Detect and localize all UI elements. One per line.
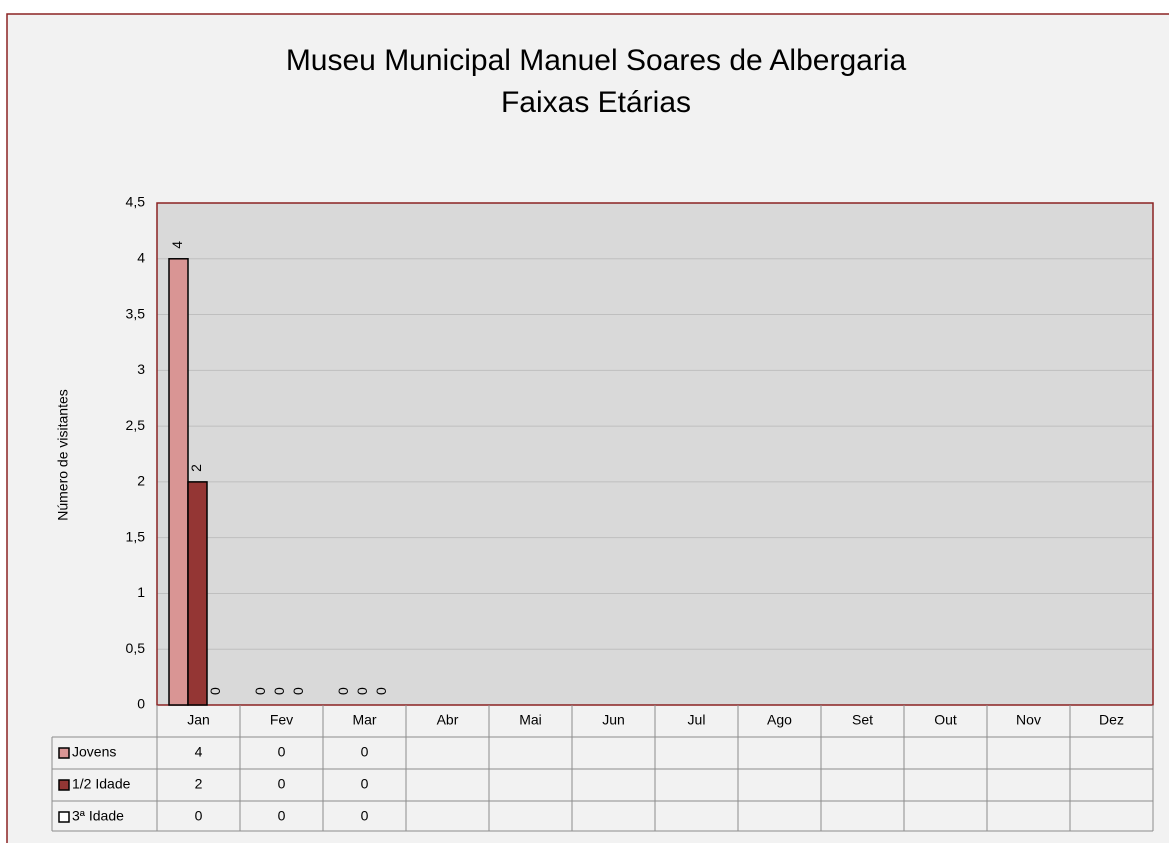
legend-key bbox=[58, 747, 70, 759]
data-label: 0 bbox=[373, 687, 389, 695]
data-label: 0 bbox=[354, 687, 370, 695]
legend-label: Jovens bbox=[72, 744, 116, 760]
table-value: 0 bbox=[278, 776, 286, 792]
y-tick-label: 0,5 bbox=[126, 640, 146, 656]
y-tick-label: 1 bbox=[137, 584, 145, 600]
x-tick-label: Out bbox=[934, 712, 957, 728]
y-tick-label: 3 bbox=[137, 361, 145, 377]
x-tick-label: Abr bbox=[437, 712, 459, 728]
x-tick-label: Mar bbox=[352, 712, 376, 728]
table-value: 0 bbox=[195, 808, 203, 824]
data-label: 0 bbox=[271, 687, 287, 695]
chart-title: Museu Municipal Manuel Soares de Alberga… bbox=[286, 44, 907, 77]
chart-subtitle: Faixas Etárias bbox=[501, 86, 691, 119]
data-label: 4 bbox=[169, 241, 185, 249]
y-tick-label: 1,5 bbox=[126, 528, 146, 544]
x-tick-label: Set bbox=[852, 712, 873, 728]
legend-key bbox=[58, 811, 70, 823]
y-tick-label: 4 bbox=[137, 249, 145, 265]
y-tick-label: 4,5 bbox=[126, 194, 146, 210]
data-label: 0 bbox=[335, 687, 351, 695]
legend-label: 1/2 Idade bbox=[72, 776, 131, 792]
bar bbox=[187, 481, 208, 706]
x-tick-label: Jun bbox=[602, 712, 625, 728]
y-axis-label: Número de visitantes bbox=[55, 389, 71, 521]
plot-area bbox=[157, 203, 1153, 705]
x-tick-label: Jan bbox=[187, 712, 210, 728]
data-label: 2 bbox=[188, 464, 204, 472]
table-value: 0 bbox=[361, 808, 369, 824]
legend-label: 3ª Idade bbox=[72, 808, 124, 824]
data-label: 0 bbox=[290, 687, 306, 695]
table-value: 2 bbox=[195, 776, 203, 792]
x-tick-label: Fev bbox=[270, 712, 293, 728]
x-tick-label: Ago bbox=[767, 712, 792, 728]
table-value: 0 bbox=[278, 808, 286, 824]
legend-key bbox=[58, 779, 70, 791]
x-tick-label: Mai bbox=[519, 712, 542, 728]
x-tick-label: Jul bbox=[688, 712, 706, 728]
table-value: 0 bbox=[361, 776, 369, 792]
y-tick-label: 0 bbox=[137, 696, 145, 712]
y-tick-label: 3,5 bbox=[126, 305, 146, 321]
y-tick-label: 2,5 bbox=[126, 417, 146, 433]
y-tick-label: 2 bbox=[137, 473, 145, 489]
data-label: 0 bbox=[252, 687, 268, 695]
table-value: 4 bbox=[195, 744, 203, 760]
bar bbox=[168, 258, 189, 706]
table-value: 0 bbox=[278, 744, 286, 760]
data-label: 0 bbox=[207, 687, 223, 695]
x-tick-label: Dez bbox=[1099, 712, 1124, 728]
x-tick-label: Nov bbox=[1016, 712, 1041, 728]
table-value: 0 bbox=[361, 744, 369, 760]
